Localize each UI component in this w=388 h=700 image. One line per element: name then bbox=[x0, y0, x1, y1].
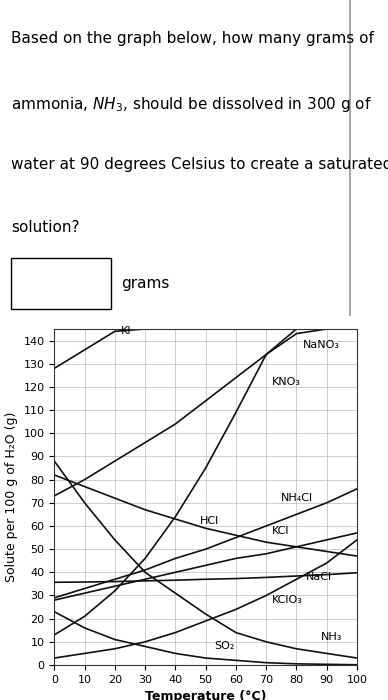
Text: NH₃: NH₃ bbox=[320, 632, 342, 642]
Text: KI: KI bbox=[121, 326, 132, 336]
Text: grams: grams bbox=[121, 276, 170, 291]
Y-axis label: Solute per 100 g of H₂O (g): Solute per 100 g of H₂O (g) bbox=[5, 412, 18, 582]
Text: NaNO₃: NaNO₃ bbox=[303, 340, 340, 350]
FancyBboxPatch shape bbox=[11, 258, 111, 309]
Text: solution?: solution? bbox=[11, 220, 79, 235]
Text: water at 90 degrees Celsius to create a saturated: water at 90 degrees Celsius to create a … bbox=[11, 158, 388, 172]
Text: NH₄Cl: NH₄Cl bbox=[281, 494, 314, 503]
Text: KClO₃: KClO₃ bbox=[272, 595, 303, 605]
Text: NaCl: NaCl bbox=[305, 572, 332, 582]
X-axis label: Temperature (°C): Temperature (°C) bbox=[145, 690, 267, 700]
Text: Based on the graph below, how many grams of: Based on the graph below, how many grams… bbox=[11, 32, 374, 46]
Text: KNO₃: KNO₃ bbox=[272, 377, 301, 387]
Text: KCl: KCl bbox=[272, 526, 290, 536]
Text: HCl: HCl bbox=[199, 517, 219, 526]
Text: SO₂: SO₂ bbox=[215, 641, 235, 652]
Text: ammonia, $NH_3$, should be dissolved in 300 g of: ammonia, $NH_3$, should be dissolved in … bbox=[11, 94, 372, 113]
